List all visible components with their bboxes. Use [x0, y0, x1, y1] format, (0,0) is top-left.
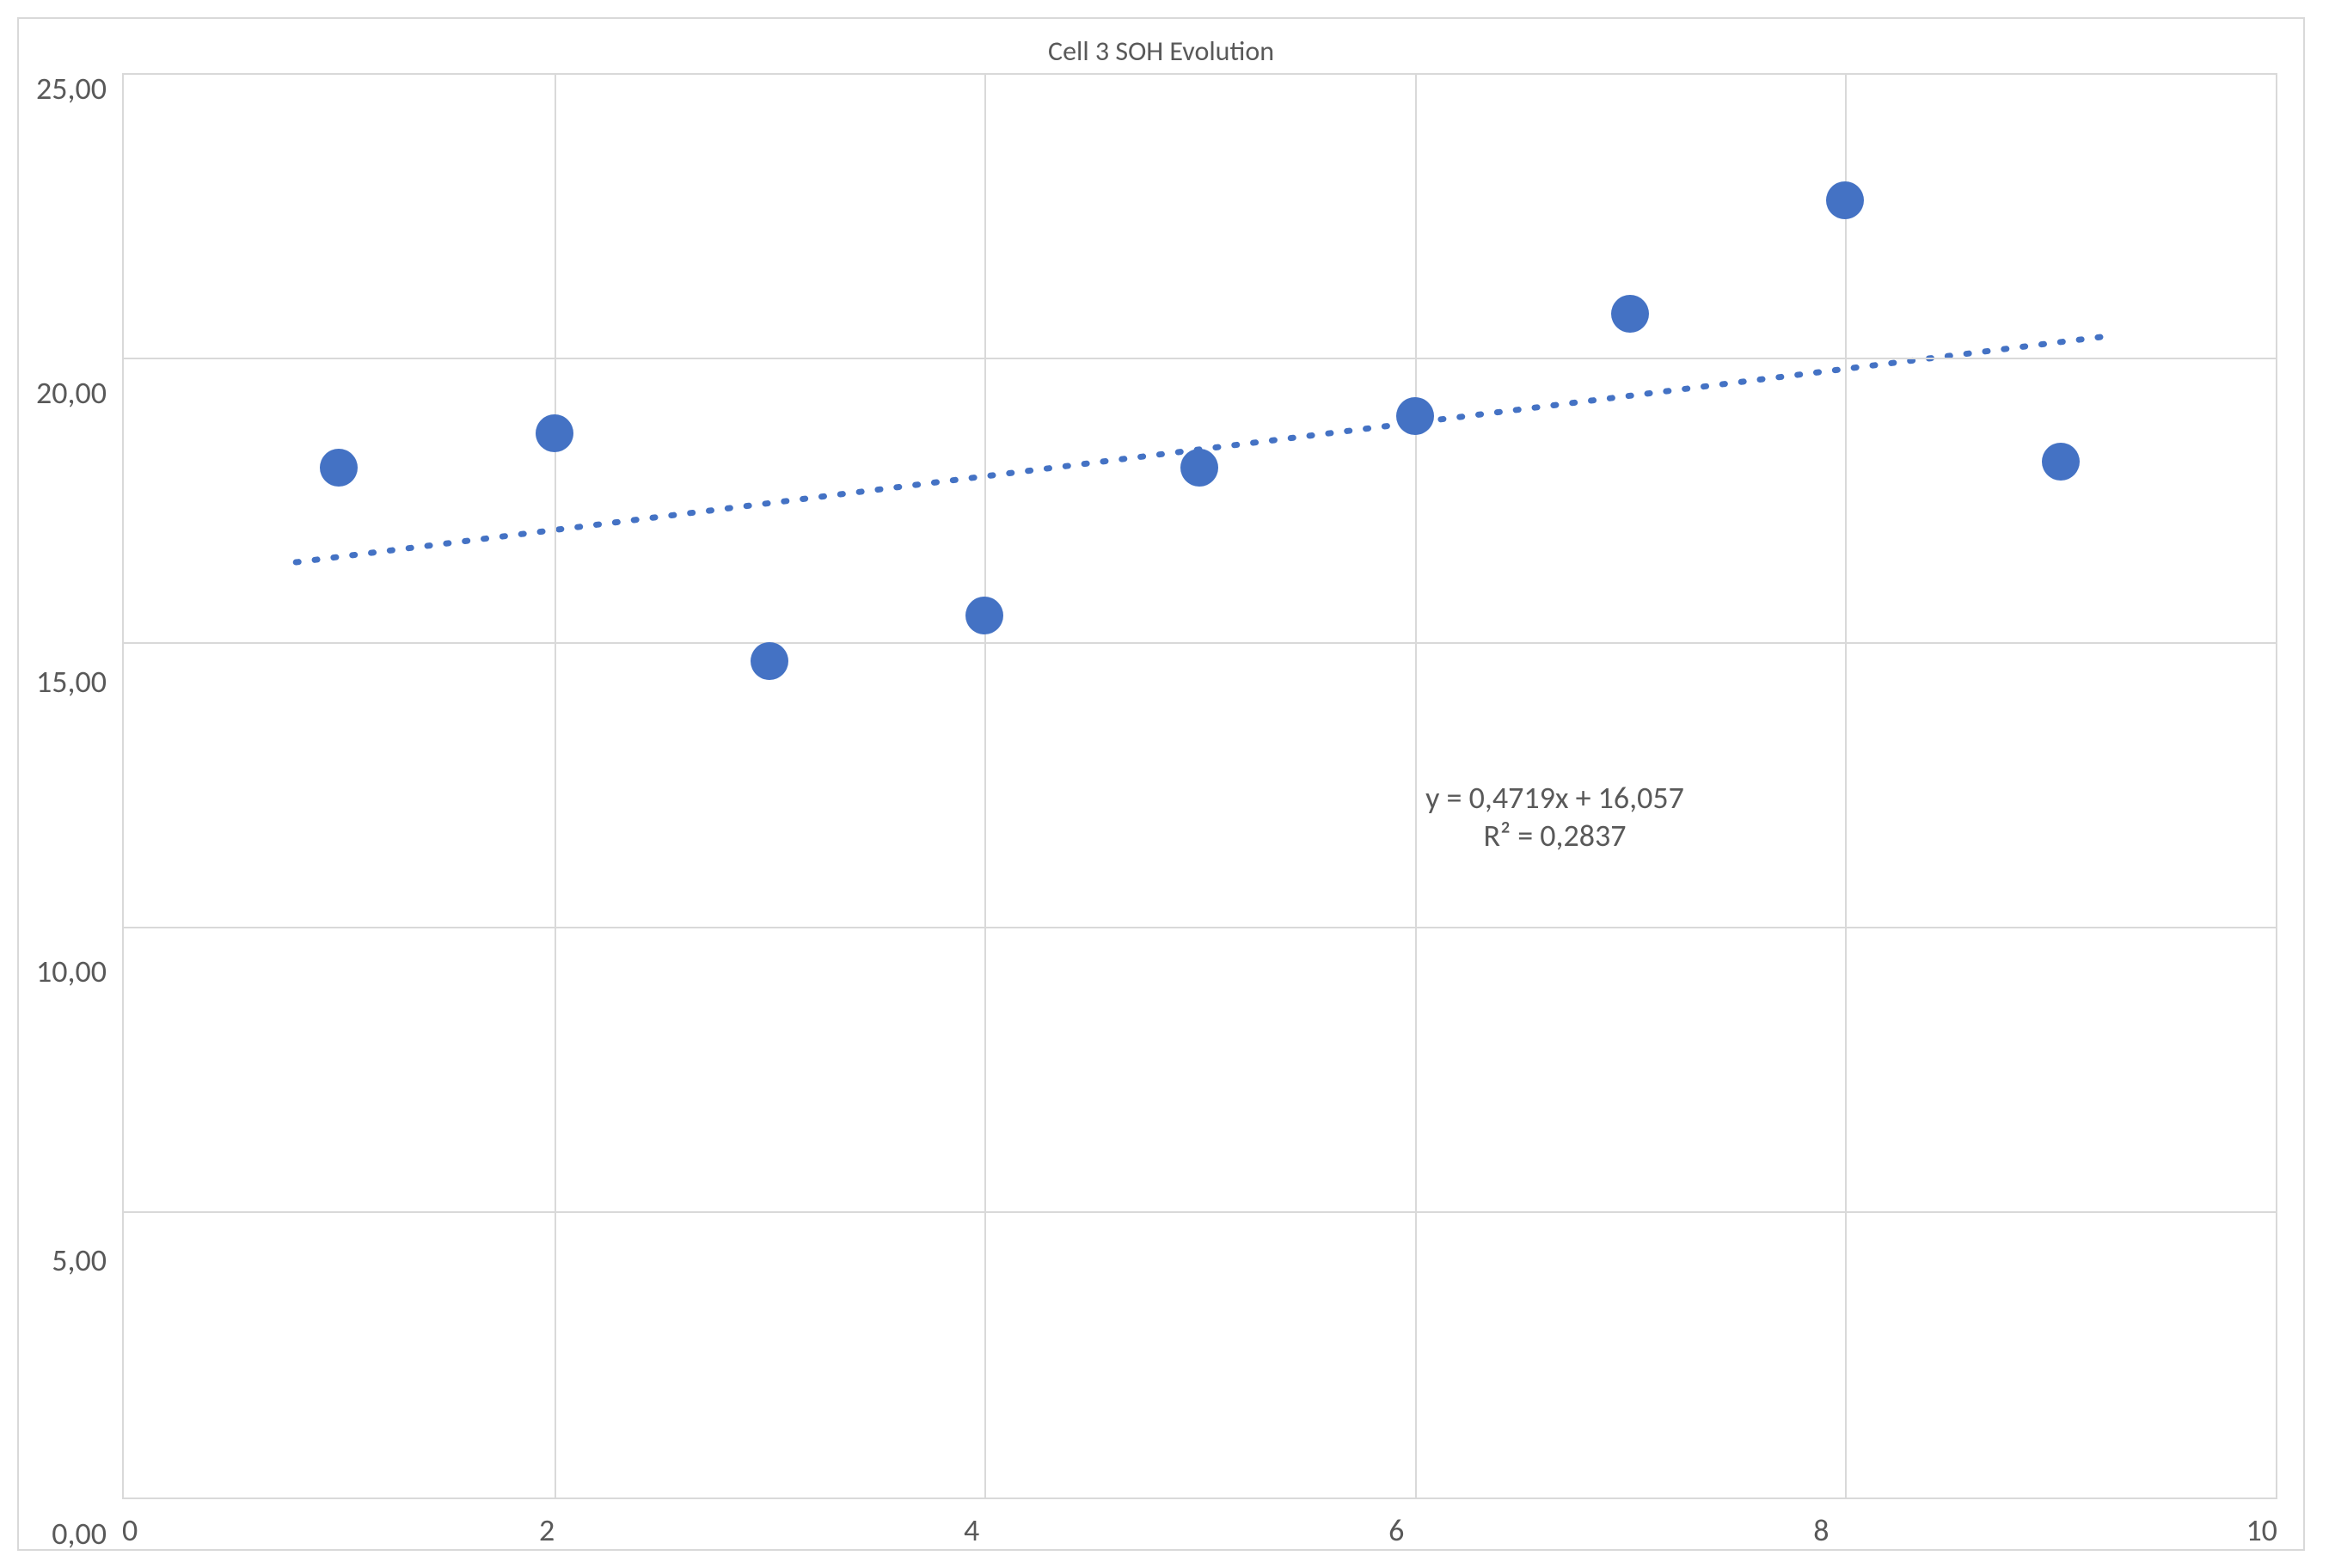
gridline-vertical [984, 75, 986, 1498]
gridline-vertical [555, 75, 556, 1498]
y-axis: 25,00 20,00 15,00 10,00 5,00 0,00 [36, 73, 122, 1549]
gridline-horizontal [124, 1211, 2276, 1213]
gridline-vertical [1845, 75, 1847, 1498]
y-tick-label: 20,00 [36, 377, 107, 408]
trendline [124, 75, 2276, 1498]
y-tick-label: 15,00 [36, 666, 107, 697]
x-tick-label: 8 [1813, 1511, 1829, 1549]
data-point [1396, 397, 1434, 435]
chart-body: 25,00 20,00 15,00 10,00 5,00 0,00 y = 0,4719x… [19, 73, 2303, 1549]
gridline-horizontal [124, 358, 2276, 359]
gridline-vertical [1415, 75, 1417, 1498]
gridline-horizontal [124, 927, 2276, 928]
y-tick-label: 25,00 [36, 73, 107, 104]
y-tick-label: 10,00 [36, 956, 107, 987]
equation-line: y = 0,4719x + 16,057 [1425, 779, 1684, 817]
data-point [1611, 295, 1649, 333]
x-tick-label: 10 [2246, 1511, 2277, 1549]
y-tick-label: 5,00 [52, 1245, 107, 1276]
data-point [1826, 181, 1864, 219]
r-squared-line: R² = 0,2837 [1425, 817, 1684, 854]
plot-area: y = 0,4719x + 16,057 R² = 0,2837 [122, 73, 2277, 1499]
chart-frame: Cell 3 SOH Evolution 25,0020,0015,0010,0… [17, 17, 2305, 1551]
plot-wrap: y = 0,4719x + 16,057 R² = 0,2837 0 2 4 6 8 10 [122, 73, 2277, 1549]
equation-annotation: y = 0,4719x + 16,057 R² = 0,2837 [1425, 779, 1684, 854]
x-axis: 0 2 4 6 8 10 [122, 1499, 2277, 1549]
chart-container: Cell 3 SOH Evolution 25,0020,0015,0010,0… [0, 0, 2329, 1568]
x-tick-label: 6 [1388, 1511, 1404, 1549]
x-tick-label: 2 [539, 1511, 555, 1549]
chart-title: Cell 3 SOH Evolution [19, 19, 2303, 73]
data-point [751, 642, 788, 680]
gridline-horizontal [124, 642, 2276, 644]
data-point [536, 414, 573, 452]
data-point [2042, 443, 2080, 481]
data-point [1180, 449, 1218, 487]
x-tick-label: 0 [122, 1511, 138, 1549]
x-tick-label: 4 [964, 1511, 979, 1549]
y-tick-label: 0,00 [52, 1518, 107, 1549]
data-point [965, 597, 1003, 634]
data-point [320, 449, 358, 487]
